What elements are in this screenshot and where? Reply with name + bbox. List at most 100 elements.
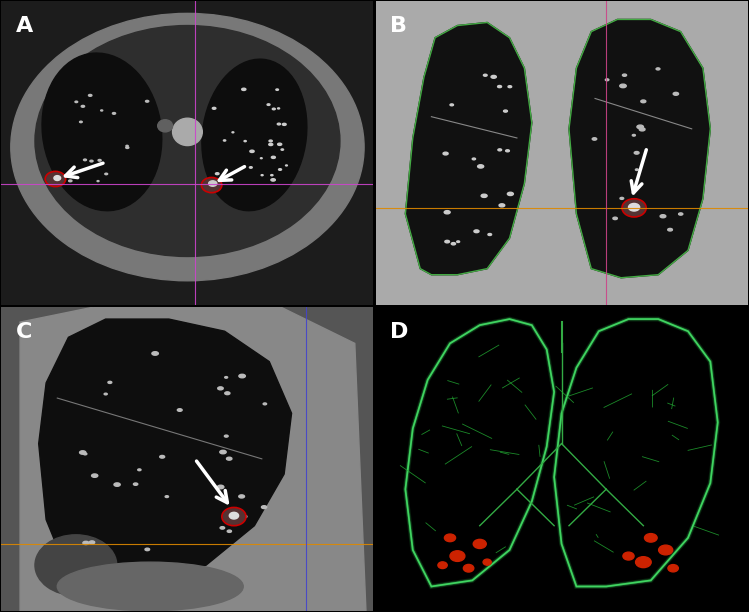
- Ellipse shape: [209, 181, 216, 186]
- Polygon shape: [405, 23, 532, 275]
- Polygon shape: [569, 20, 710, 278]
- Text: A: A: [16, 17, 34, 37]
- Ellipse shape: [637, 125, 643, 129]
- Ellipse shape: [249, 166, 252, 168]
- Ellipse shape: [244, 141, 246, 142]
- Ellipse shape: [464, 564, 474, 572]
- Ellipse shape: [641, 100, 646, 103]
- Ellipse shape: [478, 165, 484, 168]
- Ellipse shape: [91, 474, 98, 477]
- Ellipse shape: [644, 534, 657, 542]
- Ellipse shape: [105, 173, 108, 174]
- Ellipse shape: [242, 88, 246, 91]
- Ellipse shape: [10, 13, 364, 281]
- Ellipse shape: [261, 506, 267, 509]
- Ellipse shape: [450, 551, 465, 561]
- Ellipse shape: [506, 150, 509, 152]
- Ellipse shape: [172, 118, 202, 146]
- Ellipse shape: [69, 180, 72, 182]
- Ellipse shape: [656, 68, 660, 70]
- Ellipse shape: [267, 104, 270, 105]
- Ellipse shape: [277, 123, 281, 125]
- Ellipse shape: [592, 138, 597, 140]
- Ellipse shape: [271, 156, 276, 159]
- Ellipse shape: [473, 539, 486, 548]
- Ellipse shape: [679, 213, 683, 215]
- Ellipse shape: [271, 179, 276, 181]
- Ellipse shape: [279, 169, 282, 170]
- Ellipse shape: [216, 173, 219, 174]
- Ellipse shape: [83, 453, 87, 455]
- Ellipse shape: [35, 535, 117, 595]
- Ellipse shape: [218, 387, 223, 390]
- Ellipse shape: [138, 469, 141, 471]
- Ellipse shape: [108, 381, 112, 384]
- Ellipse shape: [79, 121, 82, 122]
- Ellipse shape: [261, 158, 262, 159]
- Ellipse shape: [250, 150, 254, 152]
- Ellipse shape: [483, 559, 491, 565]
- Ellipse shape: [281, 149, 284, 151]
- Ellipse shape: [79, 451, 86, 454]
- Ellipse shape: [481, 194, 487, 198]
- Ellipse shape: [166, 496, 169, 498]
- Ellipse shape: [98, 160, 101, 161]
- Ellipse shape: [227, 530, 231, 532]
- Ellipse shape: [282, 124, 286, 125]
- Ellipse shape: [623, 200, 645, 216]
- Ellipse shape: [83, 541, 89, 545]
- Ellipse shape: [269, 140, 273, 142]
- Ellipse shape: [619, 84, 626, 88]
- Ellipse shape: [83, 159, 86, 161]
- Ellipse shape: [450, 104, 453, 106]
- Ellipse shape: [89, 541, 94, 544]
- Ellipse shape: [100, 110, 103, 111]
- Ellipse shape: [457, 241, 460, 242]
- Ellipse shape: [230, 518, 235, 520]
- Ellipse shape: [126, 147, 129, 149]
- Ellipse shape: [212, 107, 216, 110]
- Text: D: D: [390, 322, 409, 342]
- Ellipse shape: [220, 527, 225, 529]
- Ellipse shape: [219, 450, 226, 453]
- Ellipse shape: [178, 409, 182, 411]
- Ellipse shape: [225, 435, 228, 437]
- Ellipse shape: [660, 215, 666, 218]
- Text: C: C: [16, 322, 33, 342]
- Ellipse shape: [636, 557, 651, 567]
- Ellipse shape: [114, 483, 120, 487]
- Ellipse shape: [499, 204, 505, 207]
- Ellipse shape: [46, 172, 64, 186]
- Ellipse shape: [223, 140, 225, 141]
- Ellipse shape: [202, 178, 221, 192]
- Ellipse shape: [474, 230, 479, 233]
- Ellipse shape: [667, 228, 673, 231]
- Ellipse shape: [622, 74, 627, 76]
- Ellipse shape: [42, 53, 162, 211]
- Ellipse shape: [444, 211, 450, 214]
- Ellipse shape: [508, 86, 512, 88]
- Ellipse shape: [628, 203, 640, 211]
- Ellipse shape: [498, 149, 502, 151]
- Ellipse shape: [634, 187, 637, 188]
- Ellipse shape: [640, 128, 645, 131]
- Ellipse shape: [160, 455, 165, 458]
- Ellipse shape: [445, 241, 449, 243]
- Ellipse shape: [285, 165, 288, 166]
- Ellipse shape: [90, 160, 93, 162]
- Ellipse shape: [232, 132, 234, 133]
- Ellipse shape: [278, 143, 282, 146]
- Ellipse shape: [613, 217, 617, 220]
- Ellipse shape: [273, 108, 276, 110]
- Ellipse shape: [623, 552, 634, 560]
- Ellipse shape: [276, 89, 279, 91]
- Ellipse shape: [229, 512, 239, 519]
- Ellipse shape: [668, 565, 679, 572]
- Ellipse shape: [261, 174, 263, 176]
- Polygon shape: [20, 307, 366, 611]
- Ellipse shape: [488, 234, 491, 236]
- Ellipse shape: [88, 94, 92, 96]
- Ellipse shape: [112, 113, 115, 114]
- Ellipse shape: [497, 86, 502, 88]
- Ellipse shape: [54, 176, 61, 181]
